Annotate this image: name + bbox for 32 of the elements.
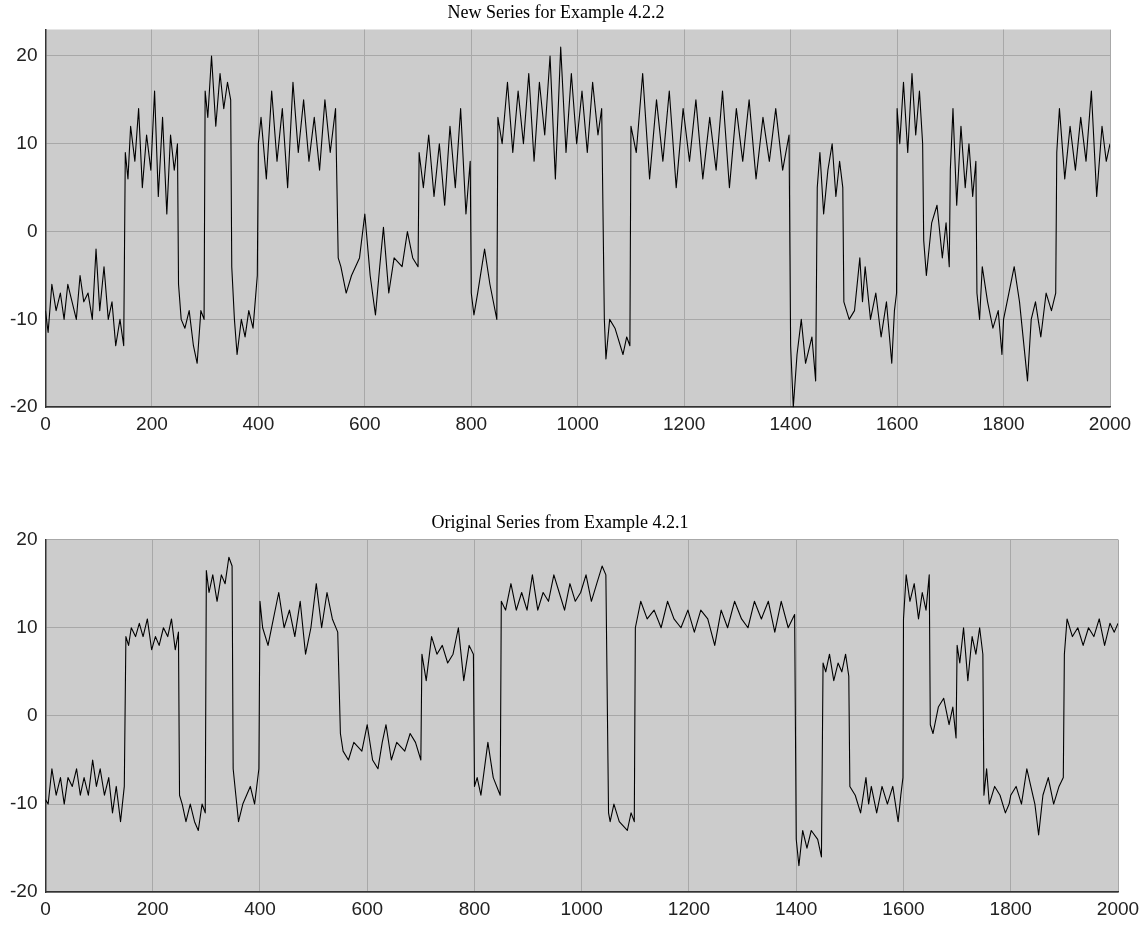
x-tick-label: 600 <box>351 897 384 919</box>
x-tick-label: 1000 <box>560 897 603 919</box>
chart-title: New Series for Example 4.2.2 <box>447 1 665 22</box>
y-tick-label: 0 <box>26 704 38 726</box>
x-tick-label: 1200 <box>663 412 706 434</box>
x-tick-label: 200 <box>136 412 168 434</box>
x-tick-label: 800 <box>455 412 488 434</box>
y-tick-label: 20 <box>16 527 38 549</box>
x-tick-label: 1000 <box>556 412 599 434</box>
x-tick-label: 400 <box>244 897 276 919</box>
y-tick-label: 10 <box>16 615 38 637</box>
y-tick-label: -20 <box>9 395 38 417</box>
y-tick-label: -10 <box>9 792 38 814</box>
x-tick-label: 1600 <box>882 897 925 919</box>
x-tick-label: 400 <box>242 412 275 434</box>
x-tick-label: 1400 <box>775 897 818 919</box>
x-tick-label: 200 <box>136 897 169 919</box>
y-tick-label: 0 <box>26 219 38 241</box>
y-tick-label: -20 <box>9 880 38 902</box>
x-tick-label: 800 <box>458 897 491 919</box>
x-tick-label: 600 <box>348 412 381 434</box>
x-tick-label: 2000 <box>1088 412 1132 434</box>
x-tick-label: 1200 <box>667 897 711 919</box>
y-tick-label: 20 <box>16 44 38 66</box>
y-tick-label: -10 <box>9 307 38 329</box>
x-tick-label: 1800 <box>982 412 1025 434</box>
x-tick-label: 1800 <box>989 897 1032 919</box>
y-tick-label: 10 <box>16 131 38 153</box>
chart-title: Original Series from Example 4.2.1 <box>431 511 689 532</box>
x-tick-label: 2000 <box>1096 897 1140 919</box>
x-tick-label: 1400 <box>769 412 812 434</box>
x-tick-label: 1600 <box>875 412 919 434</box>
